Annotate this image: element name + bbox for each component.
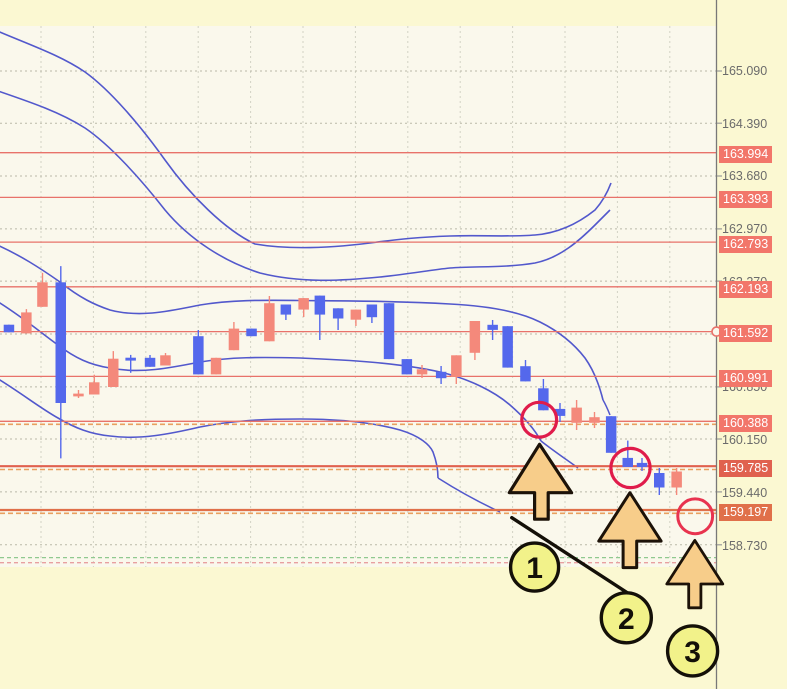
svg-text:1: 1 — [526, 552, 543, 585]
svg-text:3: 3 — [684, 636, 701, 669]
svg-text:2: 2 — [618, 603, 635, 636]
